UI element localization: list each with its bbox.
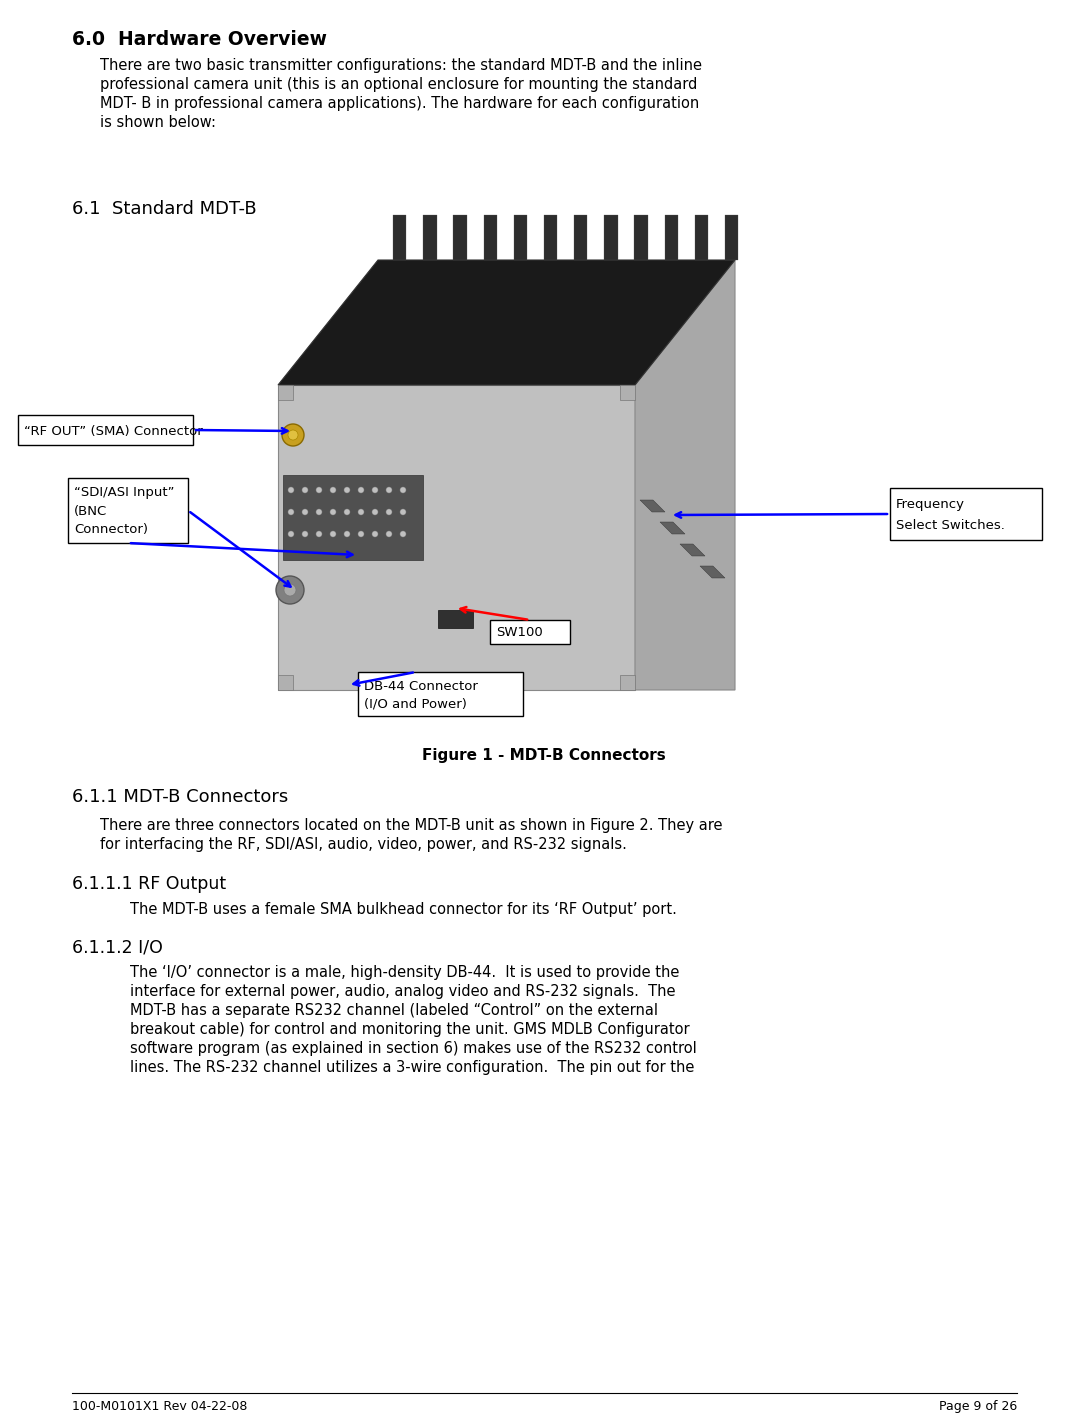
Circle shape: [330, 530, 337, 538]
Polygon shape: [484, 215, 497, 260]
Text: breakout cable) for control and monitoring the unit. GMS MDLB Configurator: breakout cable) for control and monitori…: [130, 1022, 689, 1037]
Bar: [490, 620, 570, 644]
Polygon shape: [604, 215, 617, 260]
Bar: [68, 478, 188, 543]
Text: professional camera unit (this is an optional enclosure for mounting the standar: professional camera unit (this is an opt…: [100, 77, 697, 92]
Circle shape: [330, 486, 337, 493]
Polygon shape: [664, 215, 678, 260]
Polygon shape: [424, 215, 437, 260]
Text: (I/O and Power): (I/O and Power): [364, 697, 467, 710]
Polygon shape: [393, 215, 406, 260]
Circle shape: [316, 486, 322, 493]
Bar: [278, 385, 293, 400]
Polygon shape: [514, 215, 527, 260]
Text: 6.1  Standard MDT-B: 6.1 Standard MDT-B: [72, 201, 257, 218]
Circle shape: [372, 509, 378, 515]
Bar: [438, 610, 473, 629]
Text: Page 9 of 26: Page 9 of 26: [939, 1401, 1017, 1413]
Text: 6.0  Hardware Overview: 6.0 Hardware Overview: [72, 30, 327, 48]
Circle shape: [400, 509, 406, 515]
Circle shape: [358, 486, 364, 493]
Circle shape: [386, 509, 392, 515]
Bar: [890, 488, 1042, 540]
Circle shape: [287, 530, 294, 538]
Text: interface for external power, audio, analog video and RS-232 signals.  The: interface for external power, audio, ana…: [130, 984, 675, 1000]
Circle shape: [344, 486, 350, 493]
Bar: [19, 415, 193, 445]
Text: software program (as explained in section 6) makes use of the RS232 control: software program (as explained in sectio…: [130, 1041, 697, 1057]
Circle shape: [302, 486, 308, 493]
Text: Select Switches.: Select Switches.: [896, 519, 1005, 532]
Text: MDT- B in professional camera applications). The hardware for each configuration: MDT- B in professional camera applicatio…: [100, 97, 699, 111]
Text: Figure 1 - MDT-B Connectors: Figure 1 - MDT-B Connectors: [423, 748, 665, 764]
Text: 6.1.1.1 RF Output: 6.1.1.1 RF Output: [72, 875, 227, 893]
Text: SW100: SW100: [495, 626, 542, 640]
Text: lines. The RS-232 channel utilizes a 3-wire configuration.  The pin out for the: lines. The RS-232 channel utilizes a 3-w…: [130, 1059, 695, 1075]
Polygon shape: [635, 215, 648, 260]
Text: 6.1.1 MDT-B Connectors: 6.1.1 MDT-B Connectors: [72, 788, 289, 806]
Circle shape: [276, 576, 304, 604]
Circle shape: [386, 486, 392, 493]
Bar: [620, 675, 635, 690]
Polygon shape: [453, 215, 467, 260]
Polygon shape: [635, 260, 735, 690]
Circle shape: [372, 530, 378, 538]
Circle shape: [316, 530, 322, 538]
Circle shape: [358, 530, 364, 538]
Circle shape: [358, 509, 364, 515]
Bar: [620, 385, 635, 400]
Text: 6.1.1.2 I/O: 6.1.1.2 I/O: [72, 939, 163, 956]
Text: 100-M0101X1 Rev 04-22-08: 100-M0101X1 Rev 04-22-08: [72, 1401, 247, 1413]
Polygon shape: [680, 545, 705, 556]
Text: MDT-B has a separate RS232 channel (labeled “Control” on the external: MDT-B has a separate RS232 channel (labe…: [130, 1003, 658, 1018]
Polygon shape: [574, 215, 587, 260]
Polygon shape: [695, 215, 708, 260]
Text: “SDI/ASI Input”: “SDI/ASI Input”: [74, 486, 174, 499]
Bar: [283, 475, 423, 560]
Text: There are three connectors located on the MDT-B unit as shown in Figure 2. They : There are three connectors located on th…: [100, 818, 722, 833]
Polygon shape: [660, 522, 685, 535]
Bar: [358, 673, 523, 717]
Polygon shape: [725, 215, 738, 260]
Circle shape: [302, 530, 308, 538]
Text: The ‘I/O’ connector is a male, high-density DB-44.  It is used to provide the: The ‘I/O’ connector is a male, high-dens…: [130, 966, 680, 980]
Circle shape: [287, 509, 294, 515]
Text: Connector): Connector): [74, 523, 148, 536]
Circle shape: [400, 530, 406, 538]
Circle shape: [287, 429, 298, 439]
Text: for interfacing the RF, SDI/ASI, audio, video, power, and RS-232 signals.: for interfacing the RF, SDI/ASI, audio, …: [100, 838, 627, 852]
Text: The MDT-B uses a female SMA bulkhead connector for its ‘RF Output’ port.: The MDT-B uses a female SMA bulkhead con…: [130, 902, 677, 917]
Text: Frequency: Frequency: [896, 498, 965, 510]
Text: DB-44 Connector: DB-44 Connector: [364, 680, 478, 693]
Circle shape: [284, 584, 296, 596]
Bar: [278, 675, 293, 690]
Polygon shape: [640, 501, 665, 512]
Text: There are two basic transmitter configurations: the standard MDT-B and the inlin: There are two basic transmitter configur…: [100, 58, 702, 73]
Polygon shape: [278, 260, 735, 385]
Circle shape: [282, 424, 304, 447]
Text: (BNC: (BNC: [74, 505, 107, 518]
Circle shape: [344, 530, 350, 538]
Circle shape: [287, 486, 294, 493]
Text: “RF OUT” (SMA) Connector: “RF OUT” (SMA) Connector: [24, 425, 203, 438]
Circle shape: [316, 509, 322, 515]
Polygon shape: [278, 385, 635, 690]
Circle shape: [400, 486, 406, 493]
Circle shape: [330, 509, 337, 515]
Polygon shape: [700, 566, 725, 577]
Polygon shape: [543, 215, 558, 260]
Circle shape: [386, 530, 392, 538]
Circle shape: [372, 486, 378, 493]
Text: is shown below:: is shown below:: [100, 115, 216, 129]
Circle shape: [344, 509, 350, 515]
Circle shape: [302, 509, 308, 515]
